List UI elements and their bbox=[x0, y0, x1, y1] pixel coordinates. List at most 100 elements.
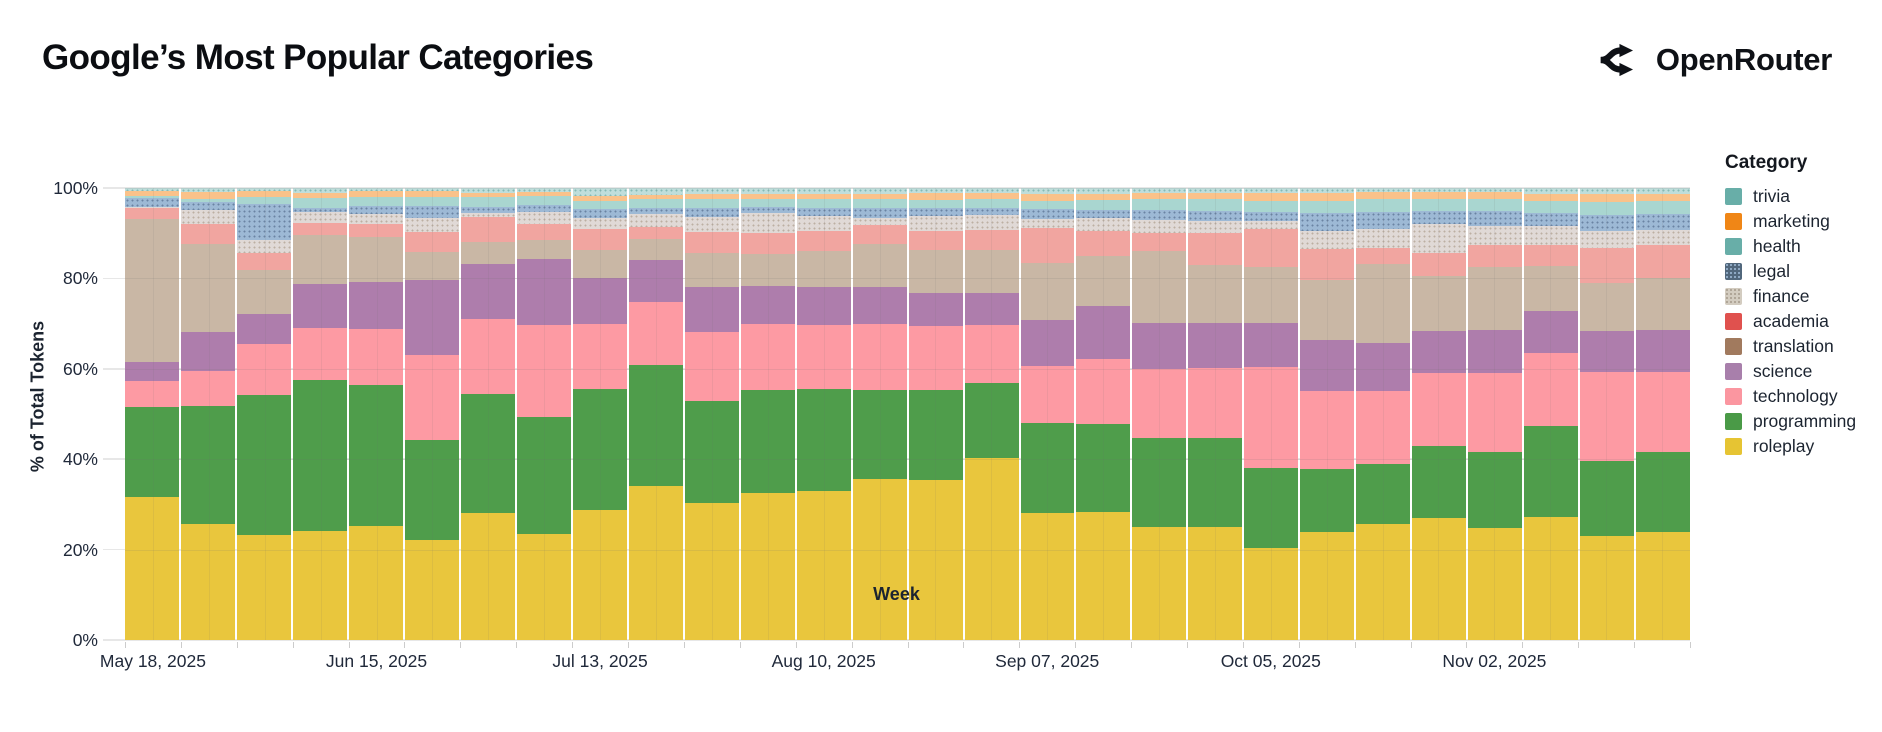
bar-segment-technology[interactable] bbox=[236, 344, 291, 395]
bar-segment-health[interactable] bbox=[1188, 199, 1243, 211]
bar-segment-science[interactable] bbox=[1076, 306, 1131, 359]
bar-segment-health[interactable] bbox=[796, 198, 851, 208]
bar-segment-technology[interactable] bbox=[1244, 367, 1299, 468]
bar-segment-programming[interactable] bbox=[740, 390, 795, 493]
bar-segment-health[interactable] bbox=[1468, 198, 1523, 212]
bar-segment-programming[interactable] bbox=[180, 406, 235, 525]
bar-segment-translation[interactable] bbox=[908, 249, 963, 293]
bar-segment-science[interactable] bbox=[1020, 319, 1075, 366]
bar-segment-programming[interactable] bbox=[1300, 469, 1355, 533]
bar-segment-health[interactable] bbox=[1580, 202, 1635, 215]
bar-segment-finance[interactable] bbox=[404, 218, 459, 233]
bar-segment-technology[interactable] bbox=[1580, 372, 1635, 462]
bar-segment-technology[interactable] bbox=[964, 325, 1019, 384]
bar-segment-health[interactable] bbox=[1412, 198, 1467, 212]
bar-segment-legal[interactable] bbox=[404, 205, 459, 219]
bar-segment-science[interactable] bbox=[964, 292, 1019, 326]
bar-segment-roleplay[interactable] bbox=[852, 478, 907, 640]
bar-segment-health[interactable] bbox=[404, 197, 459, 206]
bar-segment-technology[interactable] bbox=[1412, 373, 1467, 447]
bar-week[interactable] bbox=[572, 188, 627, 640]
bar-segment-trivia[interactable] bbox=[1636, 188, 1691, 194]
bar-segment-finance[interactable] bbox=[1076, 217, 1131, 231]
bar-segment-health[interactable] bbox=[852, 199, 907, 209]
bar-segment-marketing[interactable] bbox=[1636, 193, 1691, 201]
bar-segment-roleplay[interactable] bbox=[1412, 517, 1467, 640]
bar-segment-technology[interactable] bbox=[1076, 358, 1131, 425]
bar-segment-programming[interactable] bbox=[964, 383, 1019, 458]
bar-segment-science[interactable] bbox=[1524, 311, 1579, 353]
bar-segment-health[interactable] bbox=[1076, 200, 1131, 210]
bar-segment-academia[interactable] bbox=[1468, 244, 1523, 267]
bar-segment-trivia[interactable] bbox=[1356, 188, 1411, 193]
bar-segment-trivia[interactable] bbox=[236, 188, 291, 192]
bar-segment-finance[interactable] bbox=[964, 215, 1019, 230]
bar-segment-marketing[interactable] bbox=[292, 192, 347, 199]
bar-segment-technology[interactable] bbox=[1132, 369, 1187, 439]
bar-segment-health[interactable] bbox=[740, 198, 795, 207]
bar-segment-translation[interactable] bbox=[572, 250, 627, 278]
bar-week[interactable] bbox=[125, 188, 179, 640]
bar-segment-health[interactable] bbox=[460, 197, 515, 207]
bar-segment-translation[interactable] bbox=[740, 254, 795, 287]
bar-segment-academia[interactable] bbox=[1580, 248, 1635, 283]
bar-segment-translation[interactable] bbox=[1356, 264, 1411, 343]
bar-segment-translation[interactable] bbox=[1468, 266, 1523, 330]
bar-segment-translation[interactable] bbox=[852, 243, 907, 288]
bar-segment-marketing[interactable] bbox=[908, 192, 963, 200]
bar-segment-legal[interactable] bbox=[1188, 210, 1243, 221]
bar-segment-programming[interactable] bbox=[1468, 451, 1523, 529]
bar-segment-science[interactable] bbox=[572, 277, 627, 324]
bar-segment-technology[interactable] bbox=[628, 302, 683, 365]
bar-segment-translation[interactable] bbox=[964, 249, 1019, 293]
bar-segment-roleplay[interactable] bbox=[964, 457, 1019, 640]
bar-segment-academia[interactable] bbox=[1636, 245, 1691, 278]
bar-segment-programming[interactable] bbox=[628, 364, 683, 487]
bar-segment-technology[interactable] bbox=[1356, 390, 1411, 464]
bar-segment-finance[interactable] bbox=[908, 216, 963, 231]
bar-week[interactable] bbox=[1244, 188, 1299, 640]
bar-week[interactable] bbox=[1356, 188, 1411, 640]
bar-segment-finance[interactable] bbox=[236, 240, 291, 253]
bar-segment-academia[interactable] bbox=[572, 228, 627, 251]
bar-week[interactable] bbox=[796, 188, 851, 640]
bar-segment-marketing[interactable] bbox=[1524, 193, 1579, 201]
bar-segment-translation[interactable] bbox=[1132, 250, 1187, 323]
bar-segment-roleplay[interactable] bbox=[1468, 528, 1523, 640]
bar-segment-finance[interactable] bbox=[516, 211, 571, 224]
bar-segment-roleplay[interactable] bbox=[572, 510, 627, 640]
bar-segment-academia[interactable] bbox=[1132, 232, 1187, 251]
bar-segment-academia[interactable] bbox=[796, 230, 851, 252]
bar-segment-finance[interactable] bbox=[1412, 224, 1467, 253]
bar-segment-programming[interactable] bbox=[1132, 438, 1187, 527]
bar-segment-technology[interactable] bbox=[1300, 391, 1355, 470]
bar-segment-trivia[interactable] bbox=[796, 188, 851, 194]
bar-segment-academia[interactable] bbox=[1188, 233, 1243, 265]
bar-week[interactable] bbox=[1188, 188, 1243, 640]
bar-segment-programming[interactable] bbox=[908, 389, 963, 481]
bar-segment-roleplay[interactable] bbox=[236, 535, 291, 640]
bar-week[interactable] bbox=[1636, 188, 1691, 640]
bar-segment-roleplay[interactable] bbox=[1132, 526, 1187, 640]
bar-segment-legal[interactable] bbox=[852, 208, 907, 219]
bar-segment-health[interactable] bbox=[125, 196, 179, 199]
bar-segment-translation[interactable] bbox=[180, 243, 235, 333]
bar-segment-programming[interactable] bbox=[572, 388, 627, 511]
bar-segment-legal[interactable] bbox=[1412, 211, 1467, 225]
bar-segment-health[interactable] bbox=[1020, 200, 1075, 210]
bar-segment-roleplay[interactable] bbox=[292, 530, 347, 640]
bar-segment-science[interactable] bbox=[1132, 322, 1187, 370]
bar-week[interactable] bbox=[180, 188, 235, 640]
bar-segment-technology[interactable] bbox=[1636, 372, 1691, 452]
bar-segment-trivia[interactable] bbox=[292, 188, 347, 193]
bar-segment-science[interactable] bbox=[1580, 331, 1635, 373]
bar-segment-health[interactable] bbox=[1300, 200, 1355, 214]
bar-week[interactable] bbox=[1132, 188, 1187, 640]
bar-segment-trivia[interactable] bbox=[1132, 188, 1187, 193]
bar-segment-marketing[interactable] bbox=[1020, 193, 1075, 201]
bar-segment-science[interactable] bbox=[236, 313, 291, 345]
bar-segment-translation[interactable] bbox=[1524, 265, 1579, 312]
bar-segment-translation[interactable] bbox=[292, 235, 347, 285]
bar-segment-trivia[interactable] bbox=[628, 188, 683, 196]
bar-segment-health[interactable] bbox=[572, 200, 627, 210]
